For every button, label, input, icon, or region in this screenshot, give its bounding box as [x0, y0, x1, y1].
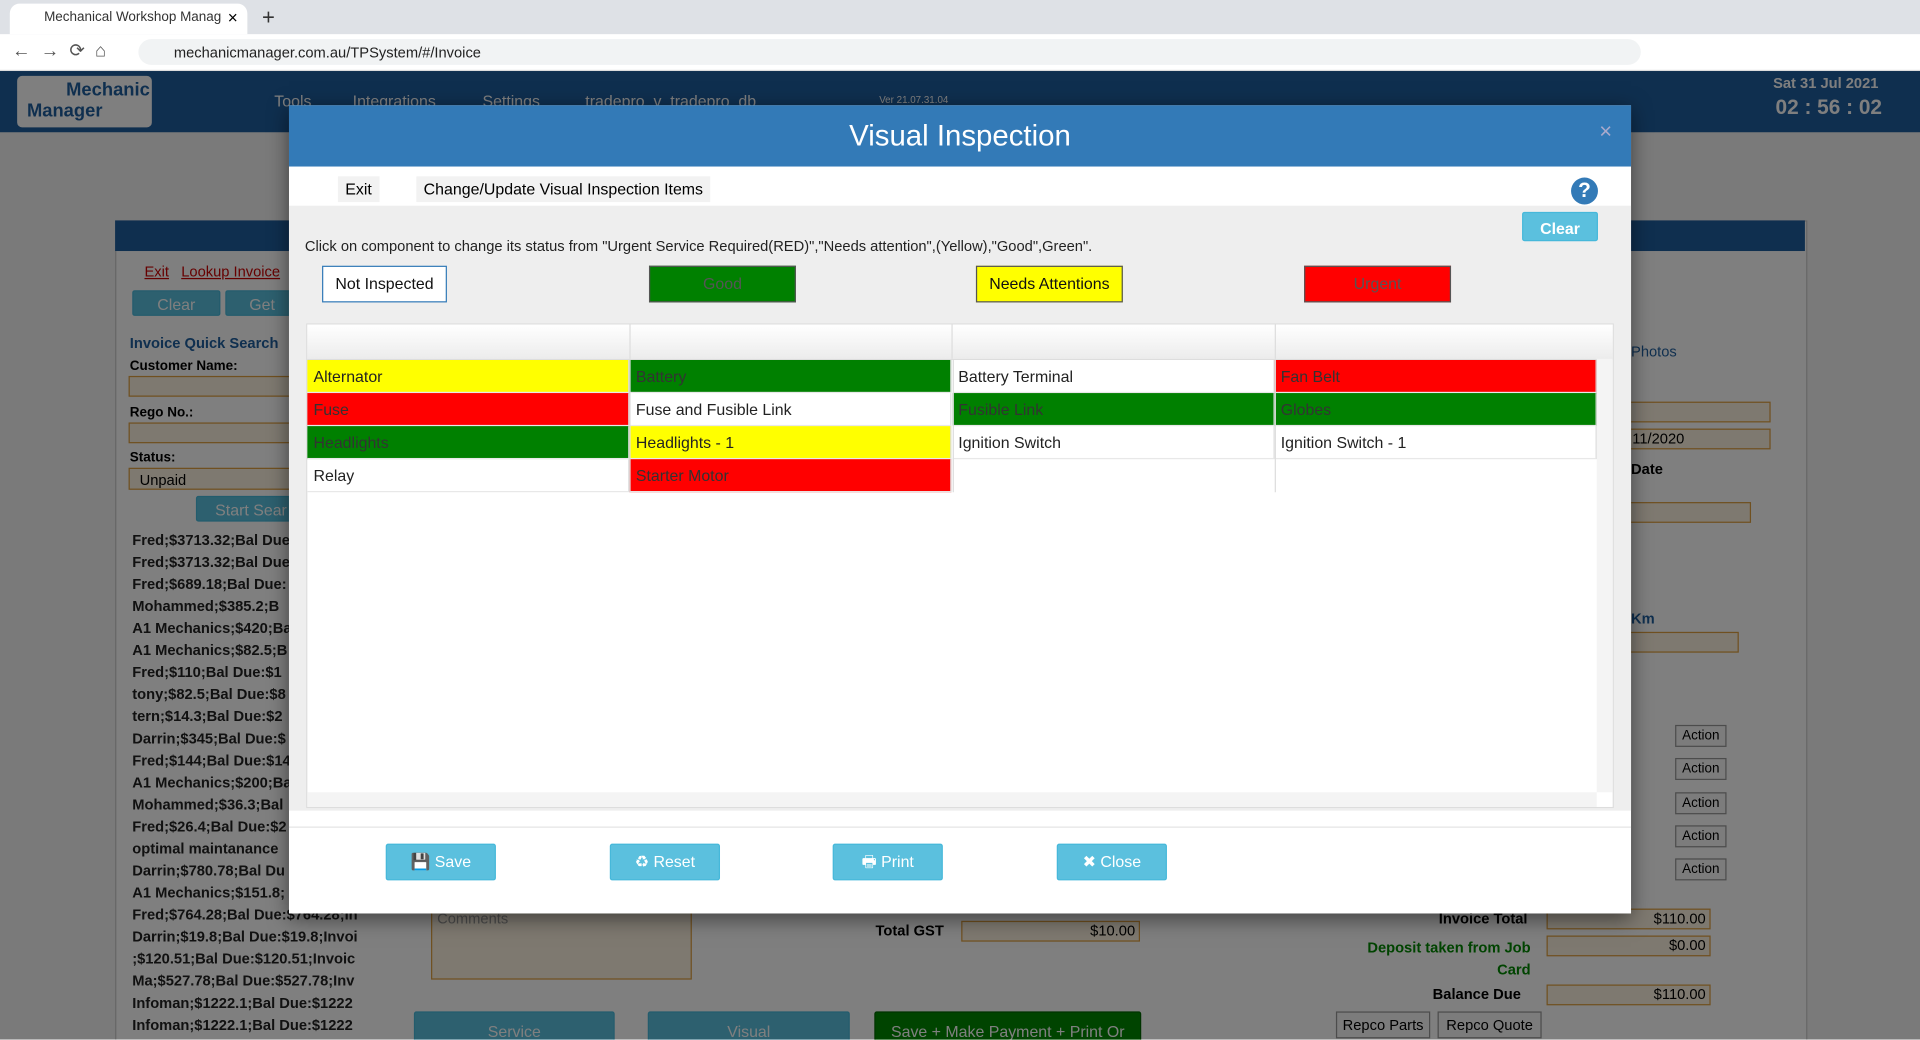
tab-bar [0, 0, 1920, 35]
component-cell[interactable]: Ignition Switch [952, 426, 1275, 460]
icon: ✖ [1082, 852, 1101, 871]
menu-item[interactable]: Exit [337, 176, 380, 203]
component-cell[interactable]: Globes [1274, 393, 1597, 427]
modal-button[interactable]: 🖶 Print [832, 843, 943, 881]
icon: 🖶 [861, 852, 882, 871]
footer-line [288, 826, 1632, 828]
icon: 💾 [410, 852, 435, 871]
component-cell[interactable]: Starter Motor [629, 459, 952, 493]
col-sep [1274, 324, 1276, 359]
component-cell[interactable]: Headlights [307, 426, 630, 460]
component-cell[interactable]: Ignition Switch - 1 [1274, 426, 1597, 460]
url-pill[interactable]: mechanicmanager.com.au/TPSystem/#/Invoic… [138, 39, 1641, 65]
component-cell[interactable]: Fan Belt [1274, 360, 1597, 394]
component-cell[interactable]: Fusible Link [952, 393, 1275, 427]
grid-header [307, 324, 1613, 361]
modal-title: Visual Inspection [849, 120, 1071, 154]
component-cell[interactable]: Alternator [307, 360, 630, 394]
address-bar: ← → ⟳ ⌂ mechanicmanager.com.au/TPSystem/… [0, 34, 1920, 72]
col-line [1274, 360, 1276, 493]
h-scrollbar[interactable] [307, 792, 1597, 807]
legend-item[interactable]: Not Inspected [322, 265, 447, 303]
legend-item[interactable]: Urgent [1304, 265, 1452, 303]
grid: Alternator Battery Battery Terminal Fan Bel… [306, 323, 1614, 809]
button-label: Close [1100, 852, 1142, 871]
new-tab[interactable]: + [262, 4, 275, 30]
button-label: Save [434, 852, 472, 871]
modal-header: Visual Inspection × [288, 105, 1632, 167]
modal: Visual Inspection × Exit Change/Update V… [288, 105, 1632, 914]
component-cell[interactable]: Headlights - 1 [629, 426, 952, 460]
col-line [952, 360, 954, 493]
modal-button[interactable]: ✖ Close [1056, 843, 1167, 881]
col-sep [629, 324, 631, 359]
v-scrollbar[interactable] [1596, 358, 1613, 793]
close-x[interactable]: × [1599, 118, 1613, 144]
button-label: Reset [653, 852, 696, 871]
modal-button[interactable]: ♻ Reset [609, 843, 721, 881]
menu-item[interactable]: Change/Update Visual Inspection Items [416, 176, 711, 203]
component-cell[interactable]: Fuse and Fusible Link [629, 393, 952, 427]
instruction: Click on component to change its status … [304, 237, 1093, 255]
clear-button[interactable]: Clear [1522, 211, 1598, 242]
nav-icons[interactable]: ← → ⟳ ⌂ [12, 40, 107, 62]
col-sep [951, 324, 953, 359]
tab-title: Mechanical Workshop Managem [44, 9, 222, 25]
help-icon[interactable]: ? [1571, 177, 1598, 205]
legend-item[interactable]: Good [648, 265, 796, 303]
tab-close[interactable]: × [227, 7, 238, 27]
component-cell[interactable]: Battery Terminal [952, 360, 1275, 394]
button-label: Print [881, 852, 914, 871]
legend-item[interactable]: Needs Attentions [975, 265, 1123, 303]
col-line [629, 360, 631, 493]
modal-button[interactable]: 💾 Save [385, 843, 496, 881]
component-cell[interactable]: Fuse [307, 393, 630, 427]
cells: Alternator Battery Battery Terminal Fan Bel… [307, 360, 1597, 792]
component-cell[interactable]: Battery [629, 360, 952, 394]
icon: ♻ [634, 852, 654, 871]
tab[interactable]: Mechanical Workshop Managem × [9, 3, 248, 35]
component-cell[interactable]: Relay [307, 459, 630, 493]
url: mechanicmanager.com.au/TPSystem/#/Invoic… [173, 44, 481, 62]
